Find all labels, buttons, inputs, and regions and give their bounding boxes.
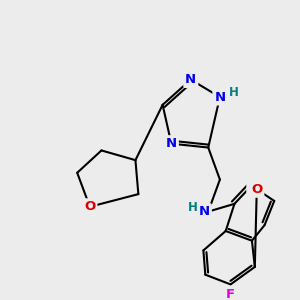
Text: O: O <box>248 181 260 194</box>
Text: N: N <box>199 205 210 218</box>
Text: H: H <box>188 201 198 214</box>
Text: F: F <box>226 288 235 300</box>
Text: H: H <box>229 86 238 99</box>
Text: N: N <box>166 137 177 150</box>
Text: O: O <box>251 183 262 196</box>
Text: N: N <box>185 73 196 86</box>
Text: N: N <box>214 91 225 103</box>
Text: O: O <box>84 200 95 213</box>
